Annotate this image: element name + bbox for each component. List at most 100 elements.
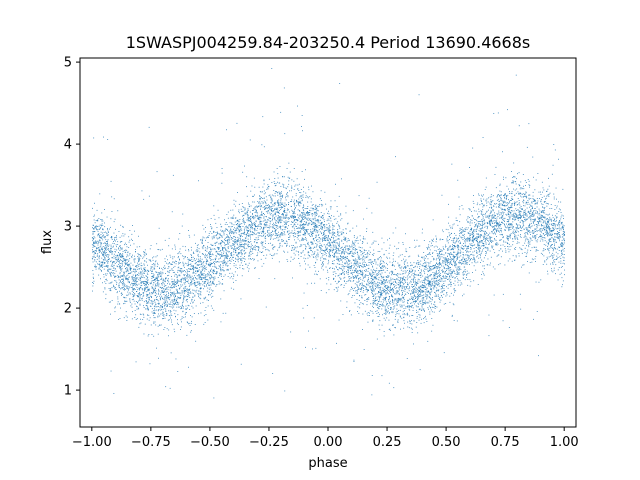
data-point [499, 212, 501, 214]
data-point [481, 251, 483, 253]
data-point [285, 214, 287, 216]
data-point [123, 283, 125, 285]
data-point [469, 221, 471, 223]
data-point [392, 308, 394, 310]
data-point [179, 280, 181, 282]
data-point [286, 222, 288, 223]
data-point [423, 270, 424, 272]
data-point [237, 192, 238, 193]
data-point [502, 293, 504, 295]
data-point [489, 204, 491, 206]
data-point [222, 255, 224, 257]
data-point [362, 277, 364, 279]
data-point [446, 292, 448, 293]
data-point [155, 260, 157, 262]
data-point [333, 226, 335, 227]
data-point [434, 274, 436, 276]
data-point [239, 230, 240, 232]
data-point [238, 246, 240, 248]
data-point [151, 334, 153, 335]
data-point [418, 261, 420, 263]
data-point [205, 268, 206, 270]
data-point [469, 222, 471, 224]
data-point [311, 234, 312, 236]
data-point [527, 232, 528, 234]
data-point [146, 293, 148, 295]
data-point [429, 275, 431, 277]
data-point [187, 275, 188, 277]
data-point [142, 272, 144, 274]
data-point [508, 230, 510, 232]
data-point [291, 201, 292, 202]
data-point [238, 223, 240, 225]
data-point [320, 222, 322, 224]
data-point [194, 324, 196, 325]
data-point [442, 287, 443, 288]
data-point [544, 212, 546, 214]
data-point [321, 267, 323, 269]
data-point [259, 218, 261, 220]
data-point [189, 288, 191, 290]
data-point [427, 294, 429, 296]
data-point [405, 277, 407, 279]
data-point [329, 229, 331, 231]
data-point [523, 202, 525, 204]
data-point [186, 275, 188, 276]
data-point [506, 223, 507, 225]
data-point [154, 308, 155, 310]
data-point [92, 290, 93, 292]
data-point [249, 229, 251, 231]
data-point [495, 230, 497, 231]
data-point [329, 238, 331, 240]
data-point [178, 292, 180, 294]
data-point [525, 227, 527, 229]
data-point [146, 276, 148, 277]
data-point [327, 240, 329, 241]
data-point [551, 230, 553, 231]
data-point [172, 303, 174, 305]
data-point [268, 217, 270, 219]
data-point [333, 249, 335, 250]
data-point [240, 258, 241, 260]
data-point [547, 243, 549, 245]
data-point [416, 290, 418, 292]
data-point [429, 305, 430, 307]
data-point [359, 303, 361, 305]
data-point [398, 310, 400, 311]
data-point [162, 297, 163, 299]
data-point [564, 232, 565, 234]
data-point [551, 268, 552, 270]
data-point [344, 257, 345, 259]
data-point [269, 214, 271, 216]
data-point [117, 303, 119, 305]
data-point [552, 244, 553, 245]
data-point [215, 250, 217, 252]
data-point [98, 241, 99, 243]
data-point [292, 221, 293, 223]
data-point [184, 283, 186, 285]
data-point [279, 246, 281, 248]
data-point [133, 283, 135, 284]
data-point [542, 250, 544, 252]
data-point [518, 172, 520, 174]
data-point [219, 272, 220, 274]
data-point [560, 201, 562, 203]
data-point [320, 200, 322, 201]
data-point [291, 247, 293, 249]
data-point [301, 115, 303, 116]
data-point [356, 272, 357, 274]
data-point [92, 270, 94, 271]
data-point [392, 288, 393, 290]
data-point [203, 273, 205, 274]
data-point [410, 262, 412, 264]
data-point [452, 242, 454, 244]
data-point [392, 312, 394, 314]
data-point [177, 324, 179, 325]
data-point [400, 278, 401, 280]
data-point [162, 281, 164, 283]
data-point [397, 298, 399, 299]
data-point [527, 218, 528, 220]
data-point [307, 213, 308, 215]
data-point [454, 273, 456, 274]
data-point [207, 282, 209, 284]
